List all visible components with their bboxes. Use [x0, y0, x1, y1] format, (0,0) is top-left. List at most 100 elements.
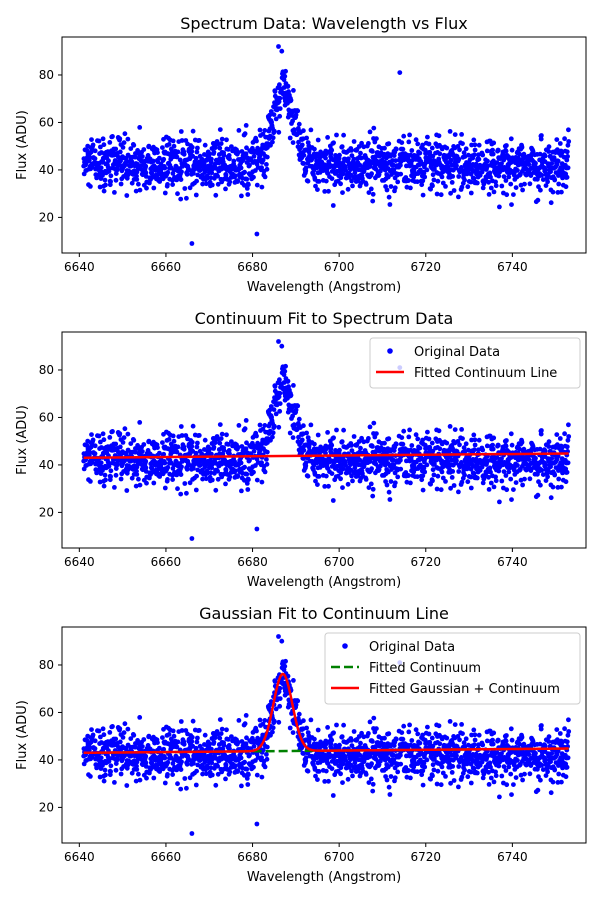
data-point [392, 775, 398, 781]
data-point [368, 481, 374, 487]
data-point [189, 739, 195, 744]
data-point [329, 442, 335, 448]
data-point [301, 718, 306, 724]
data-point [351, 139, 357, 144]
data-point [92, 738, 98, 744]
data-point [349, 743, 355, 748]
data-point [175, 486, 180, 492]
data-point [436, 133, 442, 139]
data-point [430, 448, 436, 454]
data-point [323, 768, 329, 774]
data-point [227, 156, 232, 162]
y-tick-label: 20 [39, 505, 54, 519]
data-point [299, 437, 305, 443]
data-point [413, 727, 419, 733]
data-point [223, 776, 228, 782]
data-point [221, 152, 227, 158]
data-point [398, 457, 403, 463]
data-point [87, 450, 93, 456]
data-point [251, 449, 257, 454]
data-point [283, 68, 288, 74]
data-point [367, 424, 373, 430]
data-point [291, 422, 297, 428]
x-tick-label: 6660 [151, 555, 182, 569]
data-point [447, 129, 453, 134]
data-point [238, 460, 244, 466]
data-point [301, 456, 307, 461]
data-point [134, 472, 140, 477]
data-point [565, 142, 571, 148]
data-point [205, 765, 210, 771]
data-point [431, 472, 437, 478]
data-point [375, 150, 381, 155]
data-point [504, 487, 510, 493]
data-point [359, 435, 364, 441]
data-point [175, 781, 180, 787]
data-point [100, 763, 105, 768]
data-point [151, 775, 157, 781]
data-point [508, 136, 514, 142]
data-point [209, 772, 215, 778]
data-point [238, 755, 244, 761]
data-point [120, 735, 126, 740]
data-point [349, 153, 355, 159]
data-point [225, 737, 231, 742]
legend-label: Fitted Continuum Line [414, 366, 557, 381]
data-point [128, 736, 134, 741]
data-point [349, 473, 354, 479]
data-point [101, 142, 107, 148]
data-point [221, 447, 227, 453]
data-point [480, 185, 486, 191]
data-point [242, 426, 248, 432]
data-point [277, 685, 283, 691]
data-point [338, 765, 344, 771]
data-point [260, 747, 266, 753]
data-point [257, 127, 263, 133]
data-point [325, 725, 330, 730]
data-point [96, 728, 102, 734]
data-point [165, 760, 171, 765]
data-point [457, 442, 462, 448]
data-point [165, 477, 170, 482]
x-tick-label: 6720 [410, 260, 441, 274]
data-point [178, 472, 184, 477]
data-point [137, 482, 143, 488]
y-tick-label: 20 [39, 210, 54, 224]
data-point [219, 431, 225, 437]
data-point [125, 431, 131, 437]
data-point [103, 772, 108, 778]
data-point [161, 451, 167, 457]
data-point [486, 487, 492, 492]
data-point [490, 151, 496, 157]
data-point [462, 472, 467, 478]
data-point [241, 477, 247, 483]
data-point [452, 427, 458, 432]
data-point [179, 169, 184, 175]
data-point [509, 202, 514, 208]
data-point [114, 167, 120, 173]
data-point [417, 740, 423, 746]
data-point [118, 181, 124, 187]
data-point [144, 480, 149, 486]
data-point [108, 173, 114, 179]
data-point [401, 428, 407, 434]
data-point [146, 438, 152, 444]
data-point [295, 403, 301, 409]
data-point [296, 121, 302, 127]
data-point [162, 460, 168, 466]
data-point [143, 163, 149, 169]
data-point [287, 430, 293, 436]
data-point [522, 476, 527, 482]
data-point [384, 187, 390, 193]
x-tick-label: 6680 [237, 260, 268, 274]
data-point [480, 447, 486, 453]
data-point [171, 143, 177, 149]
data-point [471, 447, 477, 453]
data-point [454, 163, 459, 169]
data-point [503, 148, 509, 154]
data-point [277, 401, 283, 406]
plot-area [81, 634, 572, 836]
data-point [189, 241, 195, 246]
data-point [374, 136, 379, 142]
data-point [325, 430, 330, 435]
